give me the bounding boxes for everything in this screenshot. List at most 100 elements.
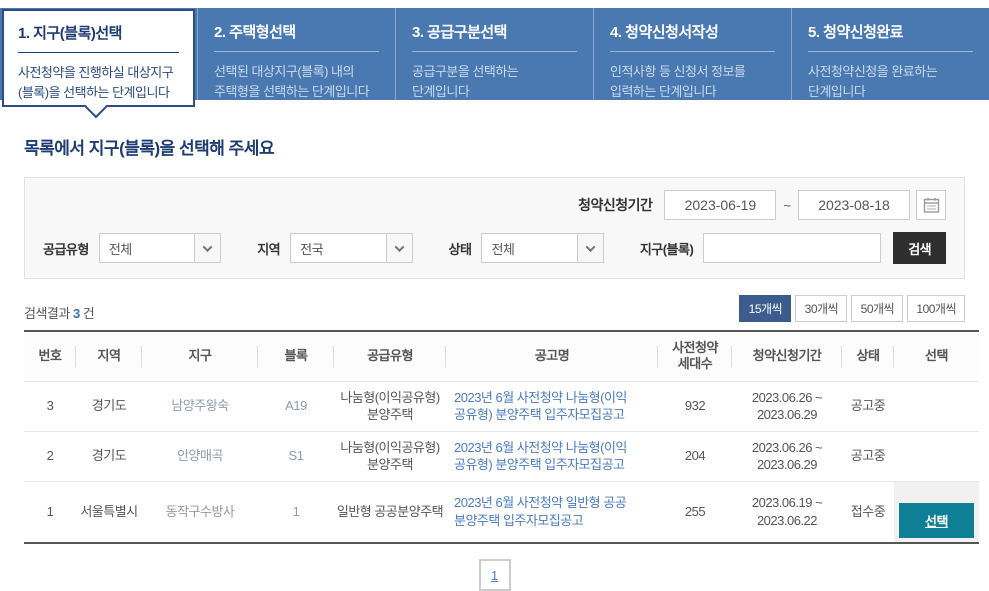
step-4-application-form: 4. 청약신청서작성 인적사항 등 신청서 정보를 입력하는 단계입니다 bbox=[593, 8, 791, 100]
cell-select bbox=[894, 430, 979, 482]
page-1-button[interactable]: 1 bbox=[478, 559, 511, 591]
cell-status: 공고중 bbox=[842, 380, 894, 432]
cell-block: A19 bbox=[258, 380, 334, 432]
search-filter-panel: 청약신청기간 ~ 공급유형 전체 지역 전국 상태 bbox=[24, 177, 965, 279]
row-select-button[interactable]: 선택 bbox=[899, 503, 974, 539]
status-select[interactable]: 전체 bbox=[481, 233, 604, 263]
calendar-button[interactable] bbox=[916, 190, 946, 220]
step-description: 사전청약을 진행하실 대상지구 (블록)을 선택하는 단계입니다 bbox=[18, 65, 174, 101]
step-3-supply-category: 3. 공급구분선택 공급구분을 선택하는 단계입니다 bbox=[395, 8, 593, 100]
supply-type-label: 공급유형 bbox=[43, 241, 89, 257]
step-divider-line bbox=[808, 51, 973, 52]
cell-select bbox=[894, 380, 979, 432]
table-row: 2 경기도 안양매곡 S1 나눔형(이익공유형) 분양주택 2023년 6월 사… bbox=[24, 430, 979, 482]
cell-supply-type: 나눔형(이익공유형) 분양주택 bbox=[334, 380, 446, 432]
header-period: 청약신청기간 bbox=[732, 331, 842, 381]
header-status: 상태 bbox=[842, 331, 894, 381]
header-region: 지역 bbox=[76, 331, 142, 381]
page-size-50-button[interactable]: 50개씩 bbox=[851, 295, 904, 322]
step-title: 3. 공급구분선택 bbox=[412, 24, 507, 41]
date-to-input[interactable] bbox=[798, 190, 910, 220]
tilde-separator: ~ bbox=[783, 197, 791, 213]
cell-block: S1 bbox=[258, 430, 334, 482]
date-from-input[interactable] bbox=[664, 190, 777, 220]
step-description: 공급구분을 선택하는 단계입니다 bbox=[412, 64, 519, 100]
cell-period: 2023.06.26 ~ 2023.06.29 bbox=[732, 430, 842, 482]
cell-status: 공고중 bbox=[842, 430, 894, 482]
step-divider-line bbox=[18, 52, 179, 53]
cell-notice-name: 2023년 6월 사전청약 나눔형(이익 공유형) 분양주택 입주자모집공고 bbox=[446, 380, 658, 432]
cell-district: 남양주왕숙 bbox=[142, 380, 258, 432]
cell-units: 932 bbox=[658, 380, 732, 432]
page-title: 목록에서 지구(블록)을 선택해 주세요 bbox=[24, 139, 275, 158]
cell-block: 1 bbox=[258, 480, 334, 544]
search-button[interactable]: 검색 bbox=[893, 232, 946, 264]
step-description: 사전청약신청을 완료하는 단계입니다 bbox=[808, 64, 938, 100]
region-select[interactable]: 전국 bbox=[290, 233, 413, 263]
page-size-15-button[interactable]: 15개씩 bbox=[739, 295, 792, 322]
step-2-housing-type: 2. 주택형선택 선택된 대상지구(블록) 내의 주택형을 선택하는 단계입니다 bbox=[197, 8, 395, 100]
cell-notice-name: 2023년 6월 사전청약 나눔형(이익 공유형) 분양주택 입주자모집공고 bbox=[446, 430, 658, 482]
supply-type-value: 전체 bbox=[108, 241, 132, 257]
cell-select: 선택 bbox=[894, 480, 979, 544]
table-row: 1 서울특별시 동작구수방사 1 일반형 공공분양주택 2023년 6월 사전청… bbox=[24, 480, 979, 544]
cell-no: 3 bbox=[24, 380, 76, 432]
cell-no: 1 bbox=[24, 480, 76, 544]
cell-region: 서울특별시 bbox=[76, 480, 142, 544]
cell-supply-type: 일반형 공공분양주택 bbox=[334, 480, 446, 544]
results-toolbar: 검색결과 3 건 15개씩 30개씩 50개씩 100개씩 bbox=[24, 295, 965, 322]
header-supply-type: 공급유형 bbox=[334, 331, 446, 381]
step-title: 5. 청약신청완료 bbox=[808, 24, 903, 41]
page-size-30-button[interactable]: 30개씩 bbox=[795, 295, 848, 322]
supply-type-select[interactable]: 전체 bbox=[98, 233, 222, 263]
result-count: 검색결과 3 건 bbox=[24, 306, 95, 321]
region-value: 전국 bbox=[300, 241, 324, 257]
district-label: 지구(블록) bbox=[639, 241, 694, 257]
header-block: 블록 bbox=[258, 331, 334, 381]
step-divider-line bbox=[412, 51, 577, 52]
cell-period: 2023.06.26 ~ 2023.06.29 bbox=[732, 380, 842, 432]
chevron-down-icon bbox=[385, 234, 412, 262]
cell-region: 경기도 bbox=[76, 430, 142, 482]
cell-no: 2 bbox=[24, 430, 76, 482]
cell-status: 접수중 bbox=[842, 480, 894, 544]
header-notice-name: 공고명 bbox=[446, 331, 658, 381]
calendar-icon bbox=[923, 197, 939, 213]
step-title: 1. 지구(블록)선택 bbox=[18, 25, 122, 42]
header-no: 번호 bbox=[24, 331, 76, 381]
region-label: 지역 bbox=[257, 241, 281, 257]
step-wizard-bar: 2. 주택형선택 선택된 대상지구(블록) 내의 주택형을 선택하는 단계입니다… bbox=[0, 8, 989, 119]
chevron-down-icon bbox=[576, 234, 603, 262]
step-5-application-complete: 5. 청약신청완료 사전청약신청을 완료하는 단계입니다 bbox=[791, 8, 989, 100]
header-select: 선택 bbox=[894, 331, 979, 381]
cell-district: 동작구수방사 bbox=[142, 480, 258, 544]
active-step-card: 1. 지구(블록)선택 사전청약을 진행하실 대상지구 (블록)을 선택하는 단… bbox=[2, 9, 195, 107]
step-divider-line bbox=[214, 51, 379, 52]
pagination: 1 bbox=[0, 559, 989, 591]
result-count-number: 3 bbox=[72, 306, 80, 321]
status-value: 전체 bbox=[491, 241, 515, 257]
cell-district: 안양매곡 bbox=[142, 430, 258, 482]
page-size-switcher: 15개씩 30개씩 50개씩 100개씩 bbox=[735, 295, 965, 322]
cell-units: 204 bbox=[658, 430, 732, 482]
cell-units: 255 bbox=[658, 480, 732, 544]
table-row: 3 경기도 남양주왕숙 A19 나눔형(이익공유형) 분양주택 2023년 6월… bbox=[24, 380, 979, 432]
header-units: 사전청약 세대수 bbox=[658, 331, 732, 381]
step-divider-line bbox=[610, 51, 775, 52]
table-header-row: 번호 지역 지구 블록 공급유형 공고명 사전청약 세대수 청약신청기간 상태 … bbox=[24, 331, 979, 381]
chevron-down-icon bbox=[194, 234, 221, 262]
cell-supply-type: 나눔형(이익공유형) 분양주택 bbox=[334, 430, 446, 482]
district-input[interactable] bbox=[703, 233, 882, 263]
step-title: 4. 청약신청서작성 bbox=[610, 24, 719, 41]
cell-region: 경기도 bbox=[76, 380, 142, 432]
cell-period: 2023.06.19 ~ 2023.06.22 bbox=[732, 480, 842, 544]
district-results-table: 번호 지역 지구 블록 공급유형 공고명 사전청약 세대수 청약신청기간 상태 … bbox=[24, 330, 979, 545]
status-label: 상태 bbox=[448, 241, 472, 257]
cell-notice-name: 2023년 6월 사전청약 일반형 공공 분양주택 입주자모집공고 bbox=[446, 480, 658, 544]
period-label: 청약신청기간 bbox=[578, 197, 653, 213]
page-size-100-button[interactable]: 100개씩 bbox=[907, 295, 965, 322]
step-description: 선택된 대상지구(블록) 내의 주택형을 선택하는 단계입니다 bbox=[214, 64, 370, 100]
header-district: 지구 bbox=[142, 331, 258, 381]
step-description: 인적사항 등 신청서 정보를 입력하는 단계입니다 bbox=[610, 64, 746, 100]
step-title: 2. 주택형선택 bbox=[214, 24, 296, 41]
